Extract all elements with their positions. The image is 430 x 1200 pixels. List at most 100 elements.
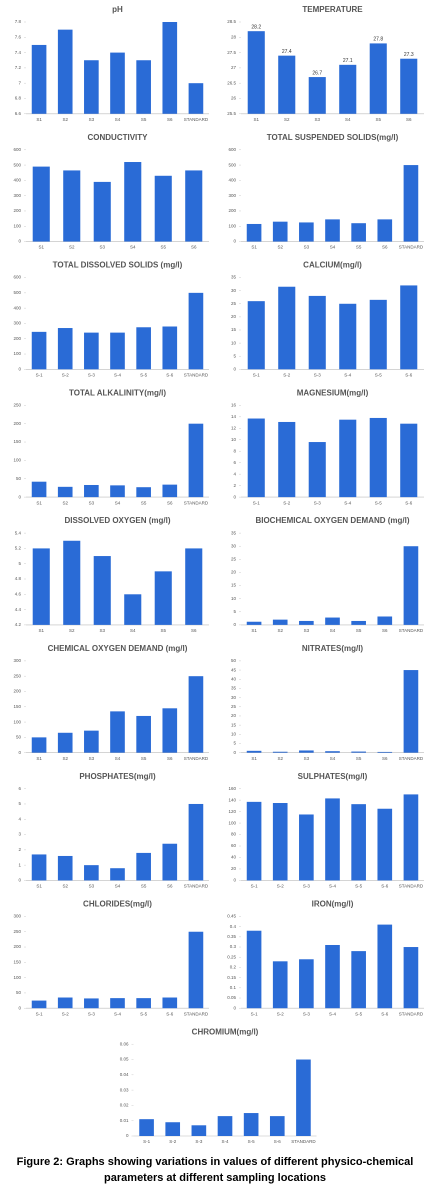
- x-tick-label: S4: [330, 245, 336, 250]
- caption: Figure 2: Graphs showing variations in v…: [16, 1156, 414, 1184]
- x-tick-label: S4: [330, 756, 336, 761]
- x-tick-label: S-1: [36, 1011, 44, 1016]
- bar: [377, 751, 393, 753]
- y-tick-label: 40: [231, 676, 237, 681]
- chart-title: CONDUCTIVITY: [88, 133, 149, 142]
- y-tick-label: 4.6: [15, 591, 22, 596]
- bar: [110, 868, 125, 881]
- bar: [136, 327, 151, 370]
- bar: [31, 854, 47, 881]
- bar: [247, 301, 265, 370]
- bar: [299, 750, 314, 753]
- bar: [84, 60, 99, 114]
- y-tick-label: 300: [13, 914, 21, 919]
- y-tick-label: 6.6: [15, 111, 22, 116]
- x-tick-label: S5: [160, 628, 166, 633]
- y-tick-label: 250: [13, 403, 21, 408]
- x-tick-label: S-4: [221, 1139, 229, 1144]
- y-tick-label: 150: [13, 439, 21, 444]
- x-tick-label: S1: [253, 117, 259, 122]
- x-tick-label: S-4: [114, 1011, 122, 1016]
- bar: [84, 332, 99, 370]
- x-tick-label: S-1: [143, 1139, 151, 1144]
- x-tick-label: S3: [89, 884, 95, 889]
- y-tick-label: 0: [18, 750, 21, 755]
- x-tick-label: S1: [251, 245, 257, 250]
- bar: [269, 1116, 285, 1136]
- y-tick-label: 15: [231, 722, 237, 727]
- bar: [299, 620, 314, 625]
- x-tick-label: STANDARD: [184, 500, 209, 505]
- y-tick-label: 0: [18, 367, 21, 372]
- y-tick-label: 25: [231, 557, 237, 562]
- chart-title: CHEMICAL OXYGEN DEMAND (mg/l): [48, 644, 188, 653]
- bar: [403, 794, 419, 881]
- x-tick-label: STANDARD: [184, 884, 209, 889]
- y-tick-label: 28: [231, 34, 237, 39]
- y-tick-label: 5.2: [15, 546, 22, 551]
- chart-panel: TOTAL DISSOLVED SOLIDS (mg/l) 0 100 200 300 4…: [13, 261, 209, 378]
- x-tick-label: S2: [277, 628, 283, 633]
- chart-panel: MAGNESIUM(mg/l) 0 2 4 6 8 10 12 14 16 S-1 S-2 S-3 S-4…: [231, 388, 424, 505]
- y-tick-label: 10: [231, 596, 237, 601]
- x-tick-label: S-5: [248, 1139, 256, 1144]
- chart-title: NITRATES(mg/l): [302, 644, 364, 653]
- y-tick-label: 60: [231, 843, 237, 848]
- chart-panel: PHOSPHATES(mg/l) 0 1 2 3 4 5 6 S1 S2 S3 S4 S5 S6 STAND…: [18, 772, 209, 889]
- x-tick-label: S6: [167, 756, 173, 761]
- y-tick-label: 0: [233, 622, 236, 627]
- x-tick-label: S1: [36, 117, 42, 122]
- y-tick-label: 250: [13, 673, 21, 678]
- y-tick-label: 0.02: [120, 1103, 129, 1108]
- bar: [188, 83, 204, 114]
- y-tick-label: 4.8: [15, 576, 22, 581]
- y-tick-label: 600: [228, 147, 236, 152]
- chart-title: SULPHATES(mg/l): [298, 772, 368, 781]
- bar: [246, 621, 262, 625]
- x-tick-label: S5: [141, 500, 147, 505]
- bar: [308, 77, 326, 114]
- y-tick-label: 15: [231, 327, 237, 332]
- bar: [299, 959, 314, 1009]
- bar: [351, 804, 366, 881]
- x-tick-label: S-3: [303, 884, 311, 889]
- bar: [136, 487, 151, 498]
- bar: [272, 961, 288, 1009]
- bar: [110, 485, 125, 498]
- x-tick-label: S6: [406, 117, 412, 122]
- bar: [32, 166, 50, 242]
- bar: [188, 292, 204, 370]
- x-tick-label: S5: [356, 756, 362, 761]
- x-tick-label: S6: [167, 117, 173, 122]
- x-tick-label: S-6: [166, 373, 174, 378]
- bar: [377, 808, 393, 881]
- x-tick-label: S4: [115, 117, 121, 122]
- y-tick-label: 20: [231, 570, 237, 575]
- bar: [84, 730, 99, 753]
- bar: [369, 299, 387, 370]
- x-tick-label: S-2: [277, 1011, 285, 1016]
- chart-panel: CHEMICAL OXYGEN DEMAND (mg/l) 0 50 100 150 20…: [13, 644, 209, 761]
- y-tick-label: 0.15: [227, 975, 236, 980]
- x-tick-label: S-3: [314, 373, 322, 378]
- chart-title: IRON(mg/l): [312, 900, 354, 909]
- bar: [403, 546, 419, 625]
- y-tick-label: 30: [231, 543, 237, 548]
- y-tick-label: 300: [13, 193, 21, 198]
- y-tick-label: 300: [13, 658, 21, 663]
- bar: [124, 162, 142, 242]
- y-tick-label: 26: [231, 96, 237, 101]
- bar: [296, 1059, 311, 1136]
- x-tick-label: S-3: [88, 373, 96, 378]
- bar: [136, 852, 151, 881]
- chart-title: PHOSPHATES(mg/l): [79, 772, 156, 781]
- y-tick-label: 5: [233, 741, 236, 746]
- x-tick-label: S-5: [355, 1011, 363, 1016]
- bar: [299, 222, 314, 242]
- y-tick-label: 10: [231, 437, 237, 442]
- y-tick-label: 5: [18, 801, 21, 806]
- bar: [31, 331, 47, 370]
- bar: [400, 285, 418, 370]
- bar: [246, 930, 262, 1009]
- chart-panel: CHLORIDES(mg/l) 0 50 100 150 200 250 300 S-1 S-2 S…: [13, 900, 209, 1016]
